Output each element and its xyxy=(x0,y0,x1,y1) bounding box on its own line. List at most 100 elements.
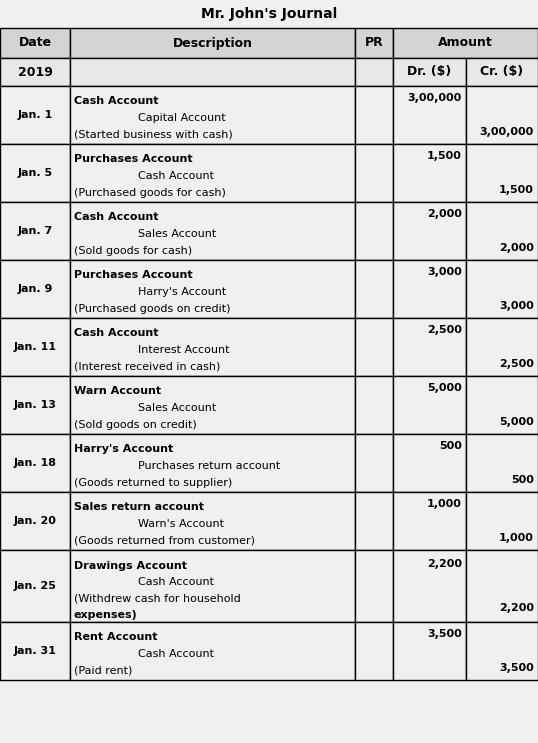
Bar xyxy=(466,318,538,376)
Bar xyxy=(0,202,70,260)
Bar xyxy=(466,434,538,492)
Text: 3,00,000: 3,00,000 xyxy=(480,127,534,137)
Text: 2,000: 2,000 xyxy=(499,243,534,253)
Bar xyxy=(393,318,466,376)
Bar xyxy=(466,144,538,202)
Text: expenses): expenses) xyxy=(74,610,138,620)
Text: Rent Account: Rent Account xyxy=(74,632,158,642)
Text: 500: 500 xyxy=(439,441,462,451)
Bar xyxy=(393,492,466,550)
Text: Jan. 9: Jan. 9 xyxy=(17,284,53,294)
Bar xyxy=(355,376,393,434)
Bar xyxy=(355,86,393,144)
Bar xyxy=(0,58,70,86)
Bar xyxy=(393,144,466,202)
Text: Cash Account: Cash Account xyxy=(138,649,215,659)
Text: Amount: Amount xyxy=(438,36,493,50)
Text: 3,000: 3,000 xyxy=(427,267,462,277)
Text: Jan. 1: Jan. 1 xyxy=(17,110,53,120)
Text: Warn's Account: Warn's Account xyxy=(138,519,224,529)
Bar xyxy=(0,376,70,434)
Bar xyxy=(70,376,355,434)
Bar xyxy=(0,622,70,680)
Text: Cash Account: Cash Account xyxy=(74,212,159,221)
Text: Purchases Account: Purchases Account xyxy=(74,270,193,280)
Bar xyxy=(466,376,538,434)
Bar xyxy=(0,550,70,622)
Text: 1,500: 1,500 xyxy=(499,185,534,195)
Text: 5,000: 5,000 xyxy=(499,417,534,427)
Bar xyxy=(393,550,466,622)
Text: Jan. 25: Jan. 25 xyxy=(13,581,56,591)
Bar xyxy=(70,144,355,202)
Bar xyxy=(466,58,538,86)
Bar xyxy=(355,58,393,86)
Text: Jan. 31: Jan. 31 xyxy=(13,646,56,656)
Text: Mr. John's Journal: Mr. John's Journal xyxy=(201,7,337,21)
Bar xyxy=(355,28,393,58)
Bar xyxy=(466,260,538,318)
Text: (Goods returned from customer): (Goods returned from customer) xyxy=(74,536,255,546)
Bar xyxy=(355,202,393,260)
Text: Drawings Account: Drawings Account xyxy=(74,561,187,571)
Bar xyxy=(355,550,393,622)
Text: 500: 500 xyxy=(511,475,534,485)
Text: Interest Account: Interest Account xyxy=(138,345,230,355)
Text: (Paid rent): (Paid rent) xyxy=(74,666,132,676)
Text: Jan. 5: Jan. 5 xyxy=(17,168,53,178)
Text: Cr. ($): Cr. ($) xyxy=(480,65,523,79)
Text: Purchases return account: Purchases return account xyxy=(138,461,281,471)
Bar xyxy=(0,86,70,144)
Text: (Interest received in cash): (Interest received in cash) xyxy=(74,362,221,372)
Text: Sales Account: Sales Account xyxy=(138,403,217,413)
Text: Cash Account: Cash Account xyxy=(74,328,159,338)
Bar xyxy=(0,144,70,202)
Bar xyxy=(0,260,70,318)
Text: (Purchased goods for cash): (Purchased goods for cash) xyxy=(74,188,226,198)
Bar xyxy=(70,86,355,144)
Text: (Goods returned to supplier): (Goods returned to supplier) xyxy=(74,478,232,488)
Bar xyxy=(355,260,393,318)
Bar xyxy=(355,492,393,550)
Text: 2,200: 2,200 xyxy=(427,559,462,568)
Text: (Started business with cash): (Started business with cash) xyxy=(74,130,233,140)
Bar xyxy=(466,202,538,260)
Text: Jan. 7: Jan. 7 xyxy=(17,226,53,236)
Bar xyxy=(466,622,538,680)
Text: Jan. 11: Jan. 11 xyxy=(13,342,56,352)
Text: (Sold goods for cash): (Sold goods for cash) xyxy=(74,246,192,256)
Text: Warn Account: Warn Account xyxy=(74,386,161,396)
Text: Sales return account: Sales return account xyxy=(74,502,204,512)
Bar xyxy=(393,622,466,680)
Bar xyxy=(70,492,355,550)
Bar xyxy=(355,144,393,202)
Bar xyxy=(0,318,70,376)
Text: (Sold goods on credit): (Sold goods on credit) xyxy=(74,420,197,430)
Text: Harry's Account: Harry's Account xyxy=(74,444,173,454)
Bar xyxy=(393,260,466,318)
Text: 3,500: 3,500 xyxy=(427,629,462,639)
Bar xyxy=(70,58,355,86)
Bar xyxy=(393,28,538,58)
Bar xyxy=(70,318,355,376)
Text: 3,000: 3,000 xyxy=(499,301,534,311)
Bar xyxy=(466,492,538,550)
Text: 2,500: 2,500 xyxy=(499,359,534,369)
Bar xyxy=(466,86,538,144)
Bar xyxy=(355,434,393,492)
Bar xyxy=(393,58,466,86)
Text: (Withdrew cash for household: (Withdrew cash for household xyxy=(74,594,240,603)
Bar xyxy=(355,622,393,680)
Text: 1,000: 1,000 xyxy=(499,533,534,543)
Bar xyxy=(0,492,70,550)
Text: Cash Account: Cash Account xyxy=(138,577,215,587)
Bar xyxy=(393,376,466,434)
Text: Date: Date xyxy=(18,36,52,50)
Bar xyxy=(70,28,355,58)
Bar xyxy=(70,622,355,680)
Bar xyxy=(355,318,393,376)
Bar xyxy=(393,86,466,144)
Text: Sales Account: Sales Account xyxy=(138,229,217,239)
Text: 3,00,000: 3,00,000 xyxy=(408,93,462,103)
Text: Jan. 18: Jan. 18 xyxy=(13,458,56,468)
